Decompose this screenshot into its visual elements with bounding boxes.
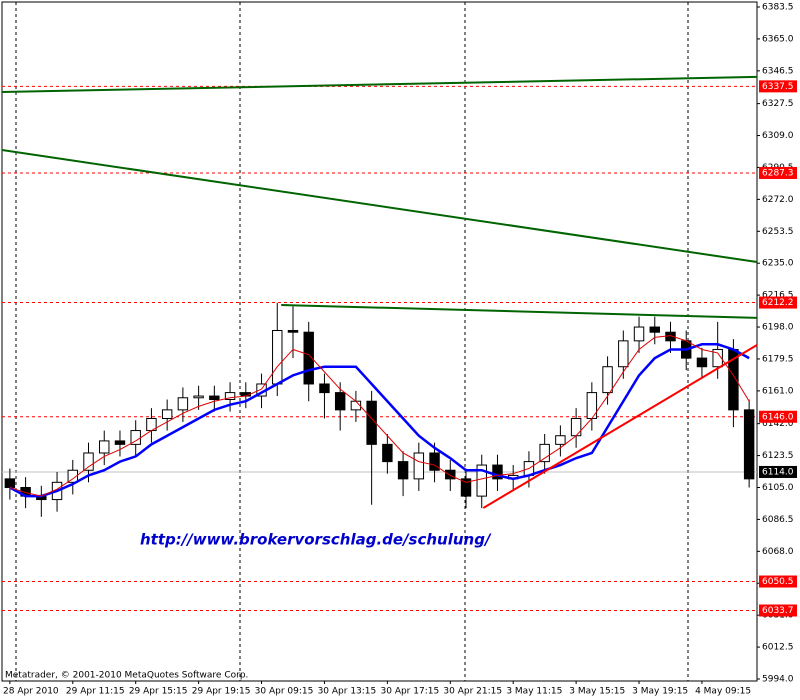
candle-body bbox=[334, 392, 346, 411]
y-tick-label: 6068.0 bbox=[762, 547, 794, 557]
candle-body bbox=[445, 469, 456, 480]
trendline bbox=[1, 149, 758, 263]
candle-body bbox=[555, 435, 566, 445]
y-tick-label: 5994.0 bbox=[762, 675, 794, 685]
x-tick-label: 30 Apr 09:15 bbox=[255, 687, 314, 697]
y-tick-label: 6198.0 bbox=[762, 323, 794, 333]
level-label-box bbox=[759, 604, 797, 617]
candle-body bbox=[303, 331, 314, 385]
x-tick-label: 4 May 09:15 bbox=[695, 687, 751, 697]
level-label-box bbox=[759, 410, 797, 423]
candle-body bbox=[570, 417, 582, 437]
candle-body bbox=[272, 329, 283, 385]
watermark: http://www.brokervorschlag.de/schulung/ bbox=[140, 531, 492, 549]
y-tick-label: 6105.0 bbox=[762, 483, 794, 493]
level-label: 6050.5 bbox=[762, 577, 794, 587]
x-tick-label: 29 Apr 11:15 bbox=[66, 687, 125, 697]
candle-body bbox=[712, 348, 723, 368]
candle-body bbox=[460, 478, 472, 497]
moving-average bbox=[9, 343, 750, 498]
y-tick-label: 6216.5 bbox=[762, 291, 794, 301]
level-label: 6146.0 bbox=[762, 412, 794, 422]
y-tick-label: 6012.5 bbox=[762, 643, 794, 653]
moving-average bbox=[9, 335, 750, 497]
level-label: 6212.2 bbox=[762, 298, 794, 308]
x-tick-label: 30 Apr 13:15 bbox=[318, 687, 377, 697]
candle-body bbox=[696, 357, 708, 368]
y-tick-label: 6272.0 bbox=[762, 195, 794, 205]
x-tick-label: 28 Apr 2010 bbox=[3, 687, 59, 697]
x-tick-label: 29 Apr 19:15 bbox=[192, 687, 251, 697]
candle-body bbox=[4, 478, 16, 488]
x-tick-label: 3 May 15:15 bbox=[569, 687, 625, 697]
candle-body bbox=[67, 469, 78, 483]
x-tick-label: 30 Apr 21:15 bbox=[443, 687, 502, 697]
y-tick-label: 6253.5 bbox=[762, 227, 794, 237]
x-tick-label: 29 Apr 15:15 bbox=[129, 687, 188, 697]
candle-body bbox=[114, 440, 126, 445]
candle-body bbox=[224, 392, 236, 401]
candle-body bbox=[99, 440, 110, 454]
candle-body bbox=[382, 443, 393, 463]
level-label-box bbox=[759, 575, 797, 588]
y-tick-label: 6365.0 bbox=[762, 34, 794, 44]
current-price-label: 6114.0 bbox=[762, 467, 794, 477]
y-tick-label: 6142.0 bbox=[762, 419, 794, 429]
y-tick-label: 6179.5 bbox=[762, 354, 794, 364]
candle-body bbox=[618, 340, 629, 368]
candle-body bbox=[476, 464, 487, 497]
x-tick-label: 3 May 19:15 bbox=[632, 687, 688, 697]
candle-body bbox=[366, 400, 377, 445]
level-label-box bbox=[759, 296, 797, 309]
level-label: 6337.5 bbox=[762, 82, 794, 92]
candle-body bbox=[193, 395, 204, 399]
y-tick-label: 6346.5 bbox=[762, 66, 794, 76]
trendline bbox=[482, 344, 758, 509]
candle-body bbox=[649, 326, 660, 333]
candle-body bbox=[209, 395, 220, 401]
trendline bbox=[1, 75, 758, 94]
level-label-box bbox=[759, 166, 797, 179]
y-tick-label: 6309.0 bbox=[762, 131, 794, 141]
y-tick-label: 6327.5 bbox=[762, 99, 794, 109]
plot-area bbox=[1, 1, 758, 682]
candle-body bbox=[413, 452, 425, 480]
candle-body bbox=[319, 383, 330, 394]
x-tick-label: 30 Apr 17:15 bbox=[381, 687, 440, 697]
candle-body bbox=[177, 397, 189, 411]
y-tick-label: 6235.0 bbox=[762, 259, 794, 269]
y-tick-label: 6123.5 bbox=[762, 451, 794, 461]
candle-body bbox=[633, 326, 645, 342]
level-label: 6287.3 bbox=[762, 168, 794, 178]
candle-body bbox=[492, 464, 503, 480]
current-price-box bbox=[759, 465, 797, 478]
candle-body bbox=[287, 329, 299, 333]
level-label-box bbox=[759, 80, 797, 93]
x-tick-label: 3 May 11:15 bbox=[506, 687, 562, 697]
candle-body bbox=[429, 452, 440, 471]
y-tick-label: 6383.5 bbox=[762, 3, 794, 13]
candle-body bbox=[161, 409, 173, 419]
candle-body bbox=[397, 461, 409, 480]
trendline bbox=[281, 303, 758, 319]
level-label: 6033.7 bbox=[762, 606, 794, 616]
candle-body bbox=[602, 366, 613, 394]
y-tick-label: 6086.5 bbox=[762, 515, 794, 525]
y-tick-label: 6161.0 bbox=[762, 386, 794, 396]
candle-body bbox=[743, 409, 755, 480]
copyright: Metatrader, © 2001-2010 MetaQuotes Softw… bbox=[5, 671, 248, 681]
candle-body bbox=[83, 452, 94, 471]
candle-body bbox=[539, 443, 550, 463]
